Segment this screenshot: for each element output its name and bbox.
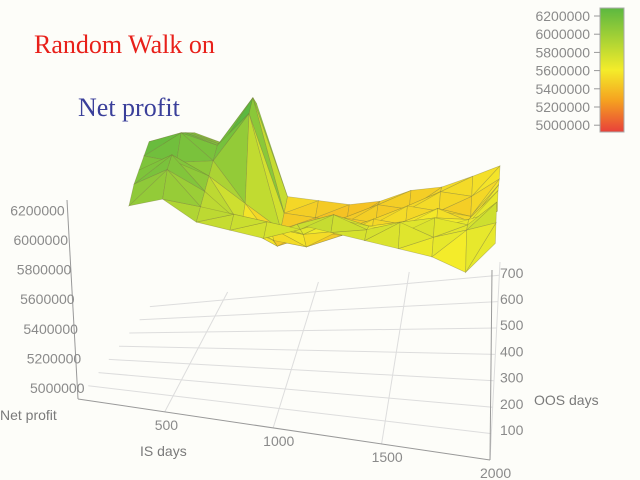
z-tick-label: 5200000 <box>27 350 82 366</box>
x-axis-line <box>77 398 491 461</box>
surface-facet <box>377 190 412 206</box>
floor-gridline-y <box>129 327 497 334</box>
z-tick-label: 6200000 <box>10 202 65 218</box>
colorbar-ticks: 6200000 6000000 5800000 5600000 5400000 52000… <box>535 8 600 133</box>
z-tick-label: 5600000 <box>20 291 75 307</box>
floor-gridline-x <box>381 271 410 445</box>
z-tick-label: 5800000 <box>17 262 72 278</box>
surface-facet <box>302 230 339 248</box>
y-tick-label: 200 <box>500 396 524 412</box>
surface-facet <box>190 132 226 145</box>
colorbar-tick-label: 5800000 <box>535 44 590 60</box>
surface-facet <box>166 154 205 192</box>
surface-facet <box>128 169 168 207</box>
surface-facet <box>296 214 334 230</box>
surface-facet <box>466 201 497 231</box>
surface-facet <box>439 175 473 193</box>
y-axis-line <box>489 269 493 461</box>
surface-facet <box>244 113 282 231</box>
surface-facet <box>185 132 222 146</box>
colorbar <box>599 7 625 133</box>
surface <box>128 96 501 274</box>
floor-gridline-y <box>139 301 499 321</box>
colorbar-tick-label: 5000000 <box>535 117 590 133</box>
surface-facet <box>263 221 301 239</box>
surface-facet <box>431 229 467 258</box>
colorbar-tick-label: 6000000 <box>535 26 590 42</box>
z-tick-label: 5000000 <box>30 380 85 396</box>
surface-facet <box>212 113 250 161</box>
z-axis-label: Net profit <box>0 407 57 423</box>
surface-facet <box>143 132 182 157</box>
x-tick-label: 1000 <box>263 433 294 449</box>
floor-gridline-x <box>489 261 501 461</box>
y-axis-label: OOS days <box>534 392 599 408</box>
surface-facet <box>229 213 268 231</box>
axes: 500 1000 1500 2000 100 200 300 400 500 600 700 5000… <box>10 199 524 480</box>
z-axis-line <box>66 199 79 400</box>
surface-facet <box>471 165 501 198</box>
surface-facet <box>330 214 367 233</box>
y-tick-label: 600 <box>500 291 524 307</box>
y-tick-label: 700 <box>500 265 524 281</box>
surface-facet <box>280 212 316 231</box>
surface-facet <box>470 178 500 218</box>
surface-facet <box>195 206 234 223</box>
surface-facet <box>208 159 246 204</box>
x-tick-label: 500 <box>155 417 179 433</box>
surface-facet <box>438 191 473 212</box>
floor-grid <box>88 261 501 461</box>
surface-facet <box>465 222 497 274</box>
x-tick-label: 1500 <box>372 449 403 465</box>
floor-gridline-x <box>164 291 229 413</box>
surface-facet <box>433 217 469 238</box>
floor-gridline-y <box>149 274 500 308</box>
colorbar-tick-label: 6200000 <box>535 8 590 24</box>
floor-gridline-x <box>272 281 319 429</box>
title-line-1: Random Walk on <box>34 30 215 59</box>
surface-facet <box>283 196 319 214</box>
floor-gridline-y <box>88 385 492 435</box>
x-axis-label: IS days <box>140 443 187 459</box>
surface-facet <box>176 132 214 163</box>
x-tick-label: 2000 <box>480 465 511 480</box>
colorbar-tick-label: 5600000 <box>535 63 590 79</box>
surface-facet <box>252 97 288 197</box>
surface-facet <box>133 154 173 186</box>
surface-facet <box>471 164 501 197</box>
surface-facet <box>315 200 350 219</box>
z-tick-label: 5400000 <box>23 321 78 337</box>
surface-facet <box>181 132 218 146</box>
surface-facet <box>248 97 285 214</box>
surface-facet <box>364 222 401 242</box>
y-tick-label: 500 <box>500 317 524 333</box>
surface-facet <box>397 221 435 250</box>
floor-gridline-y <box>108 358 495 382</box>
y-tick-label: 300 <box>500 370 524 386</box>
floor-gridline-y <box>98 372 493 408</box>
colorbar-tick-label: 5200000 <box>535 99 590 115</box>
surface-facet <box>162 168 202 208</box>
colorbar-tick-label: 5400000 <box>535 81 590 97</box>
y-tick-label: 100 <box>500 422 524 438</box>
z-tick-label: 6000000 <box>14 232 69 248</box>
title-line-2: Net profit <box>78 93 180 122</box>
floor-gridline-y <box>119 345 496 355</box>
y-tick-label: 400 <box>500 343 524 359</box>
